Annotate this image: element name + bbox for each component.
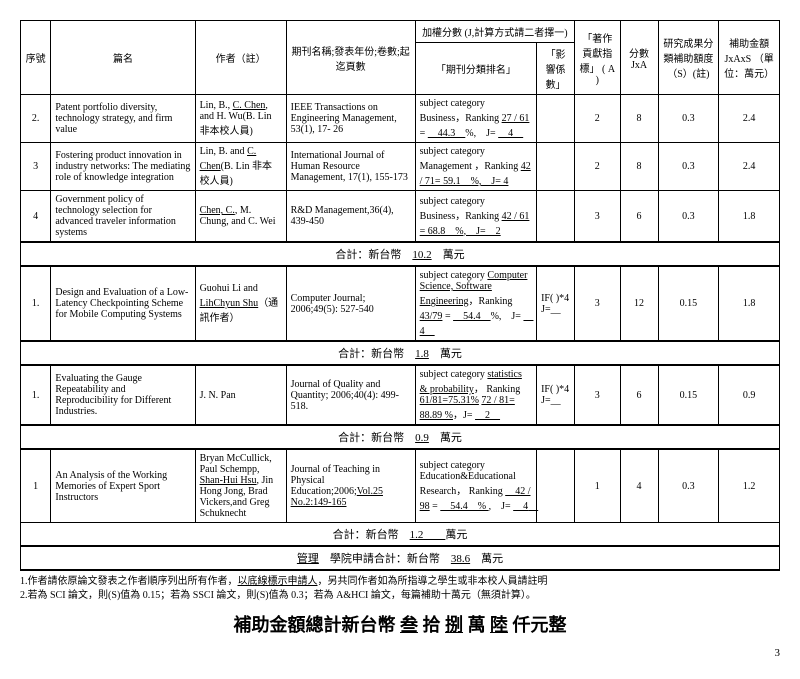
cell-impact bbox=[537, 95, 575, 143]
cell-seq: 3 bbox=[21, 143, 51, 191]
cell-author: Lin, B. and C. Chen(B. Lin 非本校人員) bbox=[195, 143, 286, 191]
cell-author: Bryan McCullick, Paul Schempp, Shan-Hui … bbox=[195, 449, 286, 523]
cell-title: Evaluating the Gauge Repeatability and R… bbox=[51, 365, 195, 425]
cell-subsidy: 2.4 bbox=[719, 95, 780, 143]
cell-research: 0.15 bbox=[658, 266, 719, 341]
cell-research: 0.3 bbox=[658, 95, 719, 143]
cell-score: 8 bbox=[620, 95, 658, 143]
grand-total: 補助金額總計新台幣 叁 拾 捌 萬 陸 仟元整 bbox=[20, 611, 780, 637]
cell-score: 6 bbox=[620, 365, 658, 425]
cell-research: 0.15 bbox=[658, 365, 719, 425]
header-contrib: 「著作貢獻指標」 ( A ) bbox=[575, 21, 621, 95]
footnote-2: 2.若為 SCI 論文，則(S)值為 0.15；若為 SSCI 論文，則(S)值… bbox=[20, 589, 780, 603]
subtotal-row: 合計：新台幣 1.8 萬元 bbox=[21, 341, 780, 365]
page-number: 3 bbox=[20, 647, 780, 659]
cell-score: 4 bbox=[620, 449, 658, 523]
cell-ranking: subject category statistics & probabilit… bbox=[415, 365, 536, 425]
cell-impact bbox=[537, 449, 575, 523]
cell-subsidy: 2.4 bbox=[719, 143, 780, 191]
header-author: 作者（註） bbox=[195, 21, 286, 95]
cell-seq: 1. bbox=[21, 365, 51, 425]
cell-journal: Journal of Teaching in Physical Educatio… bbox=[286, 449, 415, 523]
cell-research: 0.3 bbox=[658, 191, 719, 243]
cell-research: 0.3 bbox=[658, 143, 719, 191]
cell-impact: IF( )*4 J=__ bbox=[537, 365, 575, 425]
cell-contrib: 2 bbox=[575, 95, 621, 143]
cell-seq: 4 bbox=[21, 191, 51, 243]
table-row: 1. Evaluating the Gauge Repeatability an… bbox=[21, 365, 780, 425]
subtotal-row: 合計：新台幣 0.9 萬元 bbox=[21, 425, 780, 449]
cell-ranking: subject category Education&Educational R… bbox=[415, 449, 536, 523]
cell-score: 8 bbox=[620, 143, 658, 191]
cell-author: Guohui Li and LihChyun Shu（通訊作者） bbox=[195, 266, 286, 341]
subtotal-row: 合計：新台幣 10.2 萬元 bbox=[21, 242, 780, 266]
cell-score: 6 bbox=[620, 191, 658, 243]
cell-score: 12 bbox=[620, 266, 658, 341]
cell-seq: 2. bbox=[21, 95, 51, 143]
subsidy-table: 序號 篇名 作者（註） 期刊名稱;發表年份;卷數;起迄頁數 加權分數 (J,計算… bbox=[20, 20, 780, 571]
cell-ranking: subject category Computer Science, Softw… bbox=[415, 266, 536, 341]
table-row: 3 Fostering product innovation in indust… bbox=[21, 143, 780, 191]
cell-journal: International Journal of Human Resource … bbox=[286, 143, 415, 191]
cell-seq: 1 bbox=[21, 449, 51, 523]
cell-title: Design and Evaluation of a Low-Latency C… bbox=[51, 266, 195, 341]
cell-author: J. N. Pan bbox=[195, 365, 286, 425]
table-row: 2. Patent portfolio diversity, technolog… bbox=[21, 95, 780, 143]
cell-contrib: 2 bbox=[575, 143, 621, 191]
cell-author: Lin, B., C. Chen, and H. Wu(B. Lin 非本校人員… bbox=[195, 95, 286, 143]
cell-ranking: subject category Management ，Ranking 42 … bbox=[415, 143, 536, 191]
cell-impact bbox=[537, 143, 575, 191]
cell-contrib: 3 bbox=[575, 191, 621, 243]
cell-subsidy: 1.8 bbox=[719, 191, 780, 243]
footnotes: 1.作者請依原論文發表之作者順序列出所有作者，以底線標示申請人，另共同作者如為所… bbox=[20, 575, 780, 603]
footnote-1: 1.作者請依原論文發表之作者順序列出所有作者，以底線標示申請人，另共同作者如為所… bbox=[20, 575, 780, 589]
cell-author: Chen, C., M. Chung, and C. Wei bbox=[195, 191, 286, 243]
header-impact: 「影響係數」 bbox=[537, 43, 575, 95]
cell-seq: 1. bbox=[21, 266, 51, 341]
cell-impact: IF( )*4 J=__ bbox=[537, 266, 575, 341]
cell-ranking: subject category Business，Ranking 27 / 6… bbox=[415, 95, 536, 143]
cell-journal: Journal of Quality and Quantity; 2006;40… bbox=[286, 365, 415, 425]
cell-research: 0.3 bbox=[658, 449, 719, 523]
cell-title: An Analysis of the Working Memories of E… bbox=[51, 449, 195, 523]
cell-ranking: subject category Business，Ranking 42 / 6… bbox=[415, 191, 536, 243]
table-row: 1 An Analysis of the Working Memories of… bbox=[21, 449, 780, 523]
cell-title: Fostering product innovation in industry… bbox=[51, 143, 195, 191]
header-research: 研究成果分類補助額度（S）(註) bbox=[658, 21, 719, 95]
subtotal-row: 管理 學院申請合計：新台幣 38.6 萬元 bbox=[21, 546, 780, 570]
cell-subsidy: 0.9 bbox=[719, 365, 780, 425]
header-journal: 期刊名稱;發表年份;卷數;起迄頁數 bbox=[286, 21, 415, 95]
cell-contrib: 3 bbox=[575, 365, 621, 425]
header-score: 分數 JxA bbox=[620, 21, 658, 95]
cell-impact bbox=[537, 191, 575, 243]
header-subsidy: 補助金額 JxAxS （單位：萬元） bbox=[719, 21, 780, 95]
cell-subsidy: 1.8 bbox=[719, 266, 780, 341]
table-row: 1. Design and Evaluation of a Low-Latenc… bbox=[21, 266, 780, 341]
header-weighted: 加權分數 (J,計算方式請二者擇一) bbox=[415, 21, 574, 43]
cell-journal: IEEE Transactions on Engineering Managem… bbox=[286, 95, 415, 143]
cell-subsidy: 1.2 bbox=[719, 449, 780, 523]
header-ranking: 「期刊分類排名」 bbox=[415, 43, 536, 95]
header-seq: 序號 bbox=[21, 21, 51, 95]
cell-journal: R&D Management,36(4), 439-450 bbox=[286, 191, 415, 243]
cell-contrib: 3 bbox=[575, 266, 621, 341]
cell-title: Government policy of technology selectio… bbox=[51, 191, 195, 243]
cell-contrib: 1 bbox=[575, 449, 621, 523]
cell-title: Patent portfolio diversity, technology s… bbox=[51, 95, 195, 143]
cell-journal: Computer Journal; 2006;49(5): 527-540 bbox=[286, 266, 415, 341]
subtotal-row: 合計：新台幣 1.2 萬元 bbox=[21, 523, 780, 547]
header-title: 篇名 bbox=[51, 21, 195, 95]
table-row: 4 Government policy of technology select… bbox=[21, 191, 780, 243]
